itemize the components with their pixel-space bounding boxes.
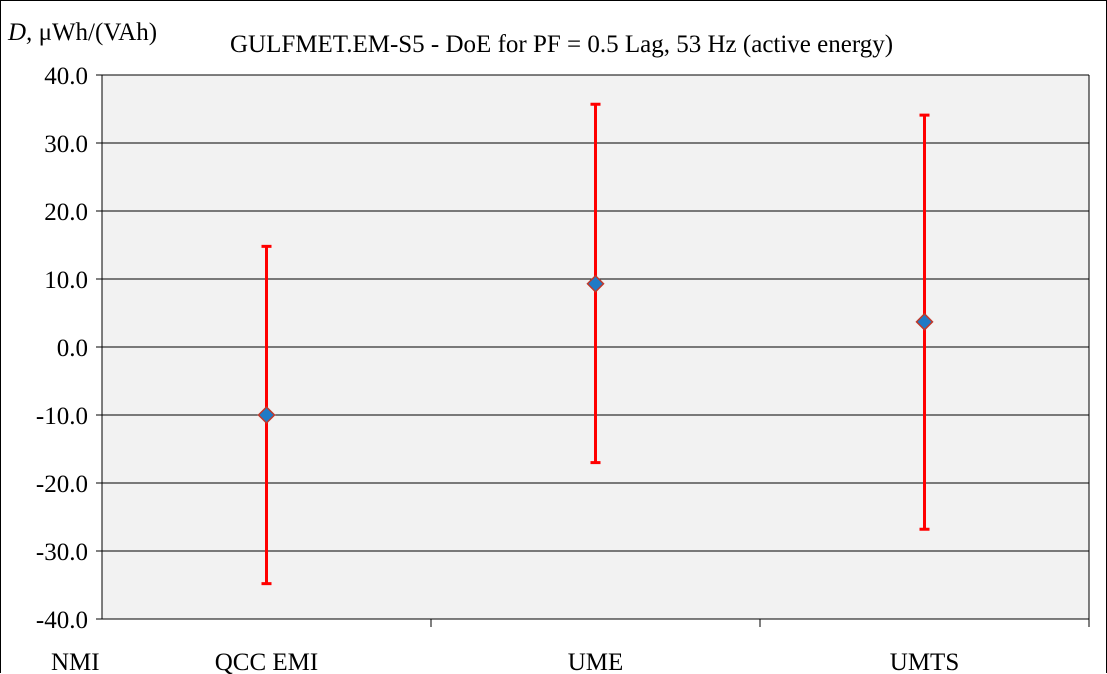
y-tick-label: -40.0	[36, 607, 88, 634]
y-tick-label: 30.0	[44, 131, 88, 158]
y-tick-label: -10.0	[36, 403, 88, 430]
y-axis-label-unit: μWh/(VAh)	[32, 19, 157, 46]
x-category-label: QCC EMI	[215, 649, 318, 674]
data-point	[257, 405, 276, 425]
y-tick-label: -20.0	[36, 471, 88, 498]
chart-title: GULFMET.EM-S5 - DoE for PF = 0.5 Lag, 53…	[230, 31, 893, 58]
y-tick-label: 10.0	[44, 267, 88, 294]
data-point	[915, 312, 934, 331]
x-category-labels: QCC EMI UME UMTS	[215, 649, 959, 674]
x-category-label: UMTS	[890, 649, 959, 674]
x-axis-label: NMI	[51, 649, 100, 674]
y-tick-label: -30.0	[36, 539, 88, 566]
y-tick-label: 0.0	[57, 335, 88, 362]
axes	[101, 75, 1090, 620]
y-tick-labels: 40.0 30.0 20.0 10.0 0.0 -10.0 -20.0 -30.0 -40.0	[36, 63, 88, 634]
y-axis-label: D, μWh/(VAh)	[7, 19, 157, 46]
data-point	[586, 274, 605, 293]
y-tick-label: 20.0	[44, 199, 88, 226]
data-series	[257, 102, 934, 586]
y-axis-label-symbol: D,	[7, 19, 32, 46]
x-category-label: UME	[568, 649, 624, 674]
y-tick-label: 40.0	[44, 63, 88, 90]
